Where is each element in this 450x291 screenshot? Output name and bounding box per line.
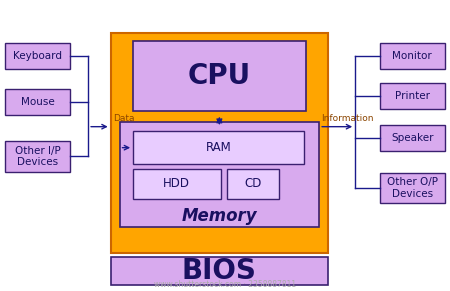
Text: Speaker: Speaker <box>391 133 433 143</box>
Text: Other I/P
Devices: Other I/P Devices <box>15 146 61 167</box>
Bar <box>380 173 445 203</box>
Bar <box>111 33 328 253</box>
Bar <box>380 125 445 151</box>
Bar <box>133 41 306 111</box>
Bar <box>227 169 279 199</box>
Bar <box>380 83 445 109</box>
Bar <box>120 122 319 227</box>
Text: Monitor: Monitor <box>392 51 432 61</box>
Text: Keyboard: Keyboard <box>13 51 62 61</box>
Text: HDD: HDD <box>163 178 190 190</box>
Text: BIOS: BIOS <box>182 257 257 285</box>
Bar <box>380 43 445 69</box>
Bar <box>5 43 70 69</box>
Text: Printer: Printer <box>395 91 430 101</box>
Text: Memory: Memory <box>182 207 257 226</box>
Bar <box>5 89 70 115</box>
Text: Other O/P
Devices: Other O/P Devices <box>387 178 438 199</box>
Bar <box>133 169 220 199</box>
Bar <box>5 141 70 172</box>
Text: RAM: RAM <box>205 141 231 154</box>
Bar <box>111 257 328 285</box>
Text: Data: Data <box>113 114 135 123</box>
Text: Mouse: Mouse <box>21 97 54 107</box>
Text: Information: Information <box>321 114 374 123</box>
Text: www.shutterstock.com · 2358887811: www.shutterstock.com · 2358887811 <box>154 280 296 289</box>
Bar <box>133 131 303 164</box>
Text: CPU: CPU <box>188 62 251 90</box>
Text: CD: CD <box>244 178 262 190</box>
